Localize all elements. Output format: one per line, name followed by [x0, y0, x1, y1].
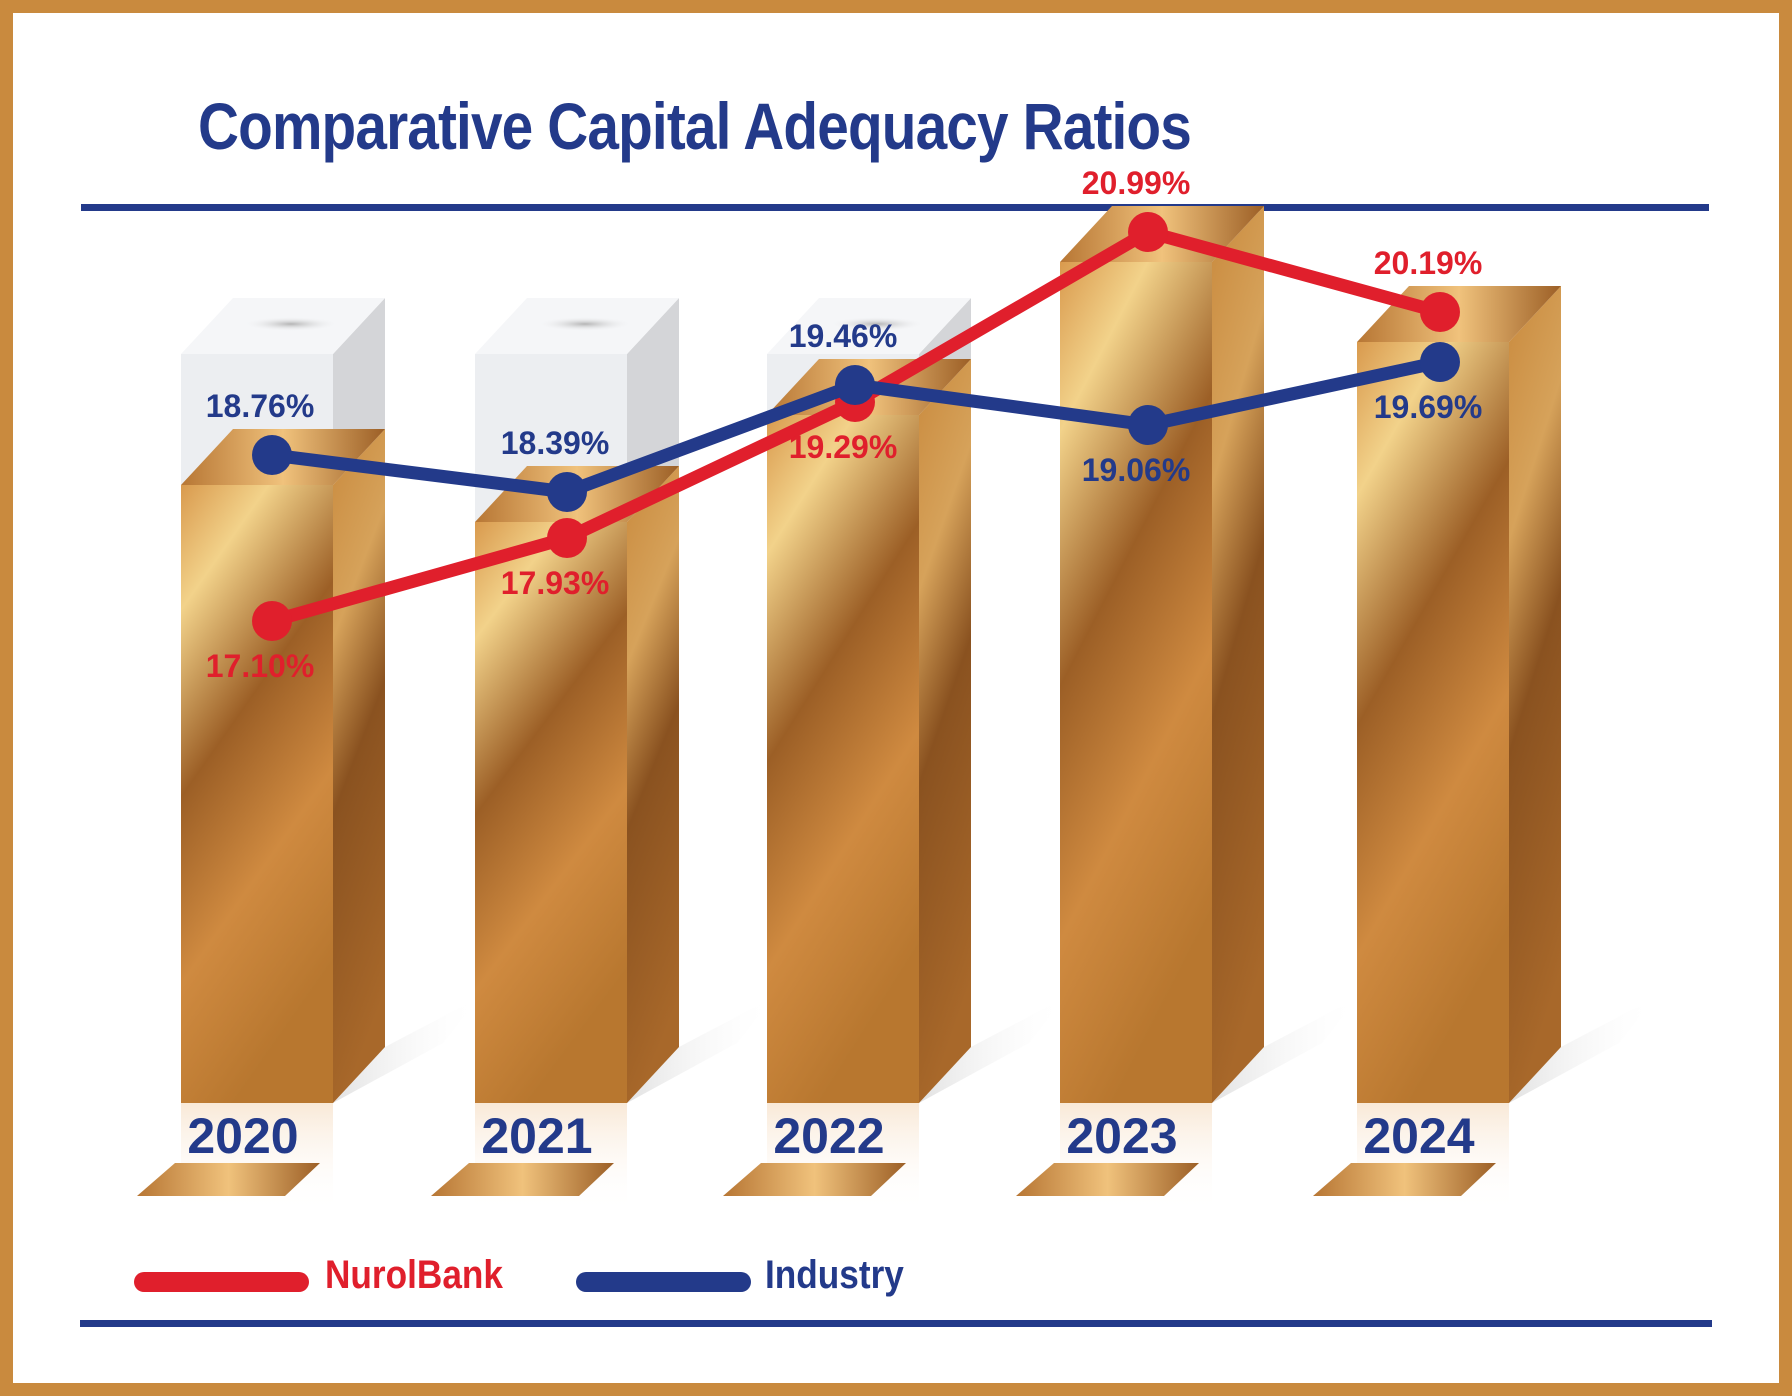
pillar-shadow — [919, 997, 1066, 1103]
data-point-industry-2022 — [835, 365, 875, 405]
data-label-nurolbank-2022: 19.29% — [789, 429, 898, 465]
pillar-plate — [723, 1163, 906, 1196]
pillar-2021: 2021 — [431, 298, 774, 1213]
x-tick-label-2024: 2024 — [1363, 1108, 1474, 1164]
data-label-industry-2022: 19.46% — [789, 318, 898, 354]
legend-swatch-nurolbank — [134, 1272, 309, 1292]
x-tick-label-2021: 2021 — [481, 1108, 592, 1164]
pillar-gold-front — [181, 485, 333, 1103]
pillar-gold-side — [1212, 206, 1264, 1103]
data-label-industry-2023: 19.06% — [1082, 452, 1191, 488]
pillar-gold-side — [627, 466, 679, 1103]
data-label-nurolbank-2020: 17.10% — [206, 648, 315, 684]
data-point-industry-2023 — [1128, 405, 1168, 445]
pillar-2024: 2024 — [1313, 286, 1656, 1213]
data-point-nurolbank-2021 — [547, 518, 587, 558]
chart-title: Comparative Capital Adequacy Ratios — [198, 89, 1192, 163]
pillar-plate — [1016, 1163, 1199, 1196]
pillar-2022: 2022 — [723, 298, 1066, 1213]
data-label-nurolbank-2023: 20.99% — [1082, 165, 1191, 201]
data-point-nurolbank-2024 — [1420, 292, 1460, 332]
x-tick-label-2023: 2023 — [1066, 1108, 1177, 1164]
pillar-shadow — [333, 997, 480, 1103]
pillar-gold-front — [1060, 262, 1212, 1103]
data-label-nurolbank-2021: 17.93% — [501, 565, 610, 601]
pillar-shadow — [627, 997, 774, 1103]
pillar-plate — [137, 1163, 320, 1196]
pillar-gold-front — [475, 522, 627, 1103]
legend-label-industry: Industry — [765, 1253, 904, 1297]
pillar-shadow — [1509, 997, 1656, 1103]
x-tick-label-2022: 2022 — [773, 1108, 884, 1164]
pillar-plate — [1313, 1163, 1496, 1196]
data-point-nurolbank-2023 — [1128, 212, 1168, 252]
pillar-gold-side — [333, 429, 385, 1103]
legend-label-nurolbank: NurolBank — [325, 1253, 503, 1297]
pillar-gold-side — [1509, 286, 1561, 1103]
pillar-2023: 2023 — [1016, 206, 1359, 1213]
pillar-shadow — [1212, 997, 1359, 1103]
data-label-industry-2020: 18.76% — [206, 388, 315, 424]
pillar-plate — [431, 1163, 614, 1196]
legend-swatch-industry — [576, 1272, 751, 1292]
pillar-top-hole — [539, 317, 631, 331]
data-point-industry-2020 — [252, 435, 292, 475]
pillar-gold-front — [1357, 342, 1509, 1103]
data-label-industry-2021: 18.39% — [501, 425, 610, 461]
data-point-industry-2024 — [1420, 342, 1460, 382]
pillar-top-hole — [831, 317, 923, 331]
bottom-divider — [80, 1320, 1712, 1327]
data-point-nurolbank-2020 — [252, 601, 292, 641]
pillar-top-hole — [245, 317, 337, 331]
data-label-nurolbank-2024: 20.19% — [1374, 245, 1483, 281]
pillar-2020: 2020 — [137, 298, 480, 1213]
data-label-industry-2024: 19.69% — [1374, 389, 1483, 425]
pillar-gold-side — [919, 359, 971, 1103]
pillar-gold-front — [767, 415, 919, 1103]
title-divider — [81, 204, 1709, 211]
data-point-industry-2021 — [547, 472, 587, 512]
x-tick-label-2020: 2020 — [187, 1108, 298, 1164]
